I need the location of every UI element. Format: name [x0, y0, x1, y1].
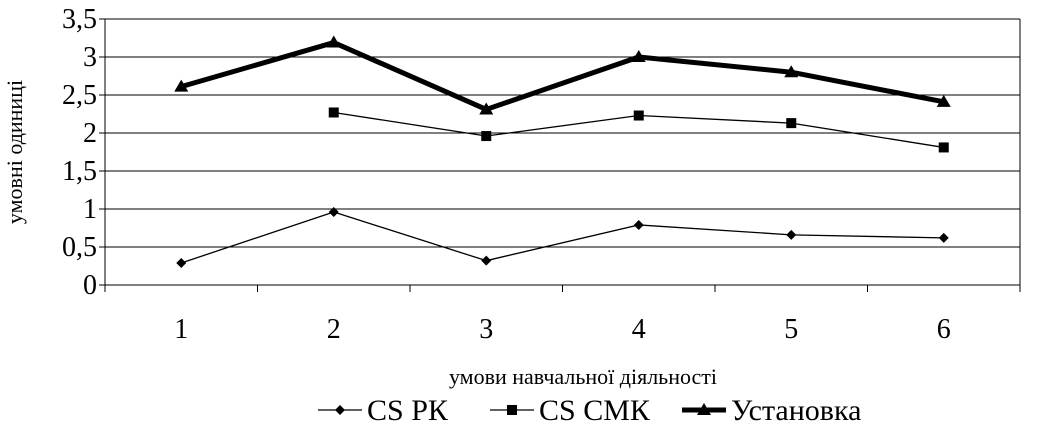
y-tick-label: 1,5 [62, 156, 97, 187]
series-3-point [784, 65, 799, 78]
y-tick-label: 3,5 [62, 4, 97, 35]
series-1-point [481, 255, 492, 266]
series-2-point [328, 107, 339, 118]
series-3-point [326, 35, 341, 48]
series-2-point [786, 118, 797, 129]
y-tick-label: 0,5 [62, 232, 97, 263]
y-tick-label: 2,5 [62, 80, 97, 111]
series-3-point [936, 94, 951, 107]
series-1-point [633, 219, 644, 230]
y-axis-title: умовні одиниці [2, 80, 27, 224]
series-3-point [479, 102, 494, 115]
series-2-point [481, 131, 492, 142]
x-tick-label: 3 [479, 314, 493, 345]
y-tick-label: 2 [83, 118, 97, 149]
series-1-point [176, 257, 187, 268]
legend-series-3-label: Установка [731, 394, 861, 427]
x-tick-label: 2 [327, 314, 341, 345]
legend-series-2-marker [507, 405, 517, 415]
series-1-point [328, 207, 339, 218]
series-markers [174, 35, 951, 268]
series-1-point [786, 229, 797, 240]
y-tick-labels: 0 0,5 1 1,5 2 2,5 3 3,5 [62, 4, 97, 301]
series-3-line [180, 40, 945, 112]
x-tick-label: 1 [174, 314, 188, 345]
y-tick-label: 1 [83, 194, 97, 225]
legend-series-1-label: CS РК [367, 394, 449, 427]
series-lines [180, 40, 945, 264]
x-tick-label: 5 [784, 314, 798, 345]
x-tick-label: 6 [937, 314, 951, 345]
legend-series-3-marker [697, 403, 711, 415]
series-3-point [174, 79, 189, 92]
x-tick-label: 4 [632, 314, 646, 345]
legend: CS РК CS СМК Установка [318, 394, 861, 427]
x-tick-labels: 1 2 3 4 5 6 [174, 314, 951, 345]
series-2-point [633, 110, 644, 121]
series-1-line [181, 211, 944, 264]
gridlines [105, 18, 1020, 248]
axes [99, 18, 1021, 292]
series-3-point [631, 50, 646, 62]
series-1-point [938, 232, 949, 243]
y-tick-label: 3 [83, 42, 97, 73]
y-tick-label: 0 [83, 270, 97, 301]
x-axis-title: умови навчальної діяльності [449, 364, 717, 389]
series-2-point [938, 142, 949, 153]
legend-series-2-label: CS СМК [539, 394, 651, 427]
legend-series-1-marker [335, 405, 345, 415]
